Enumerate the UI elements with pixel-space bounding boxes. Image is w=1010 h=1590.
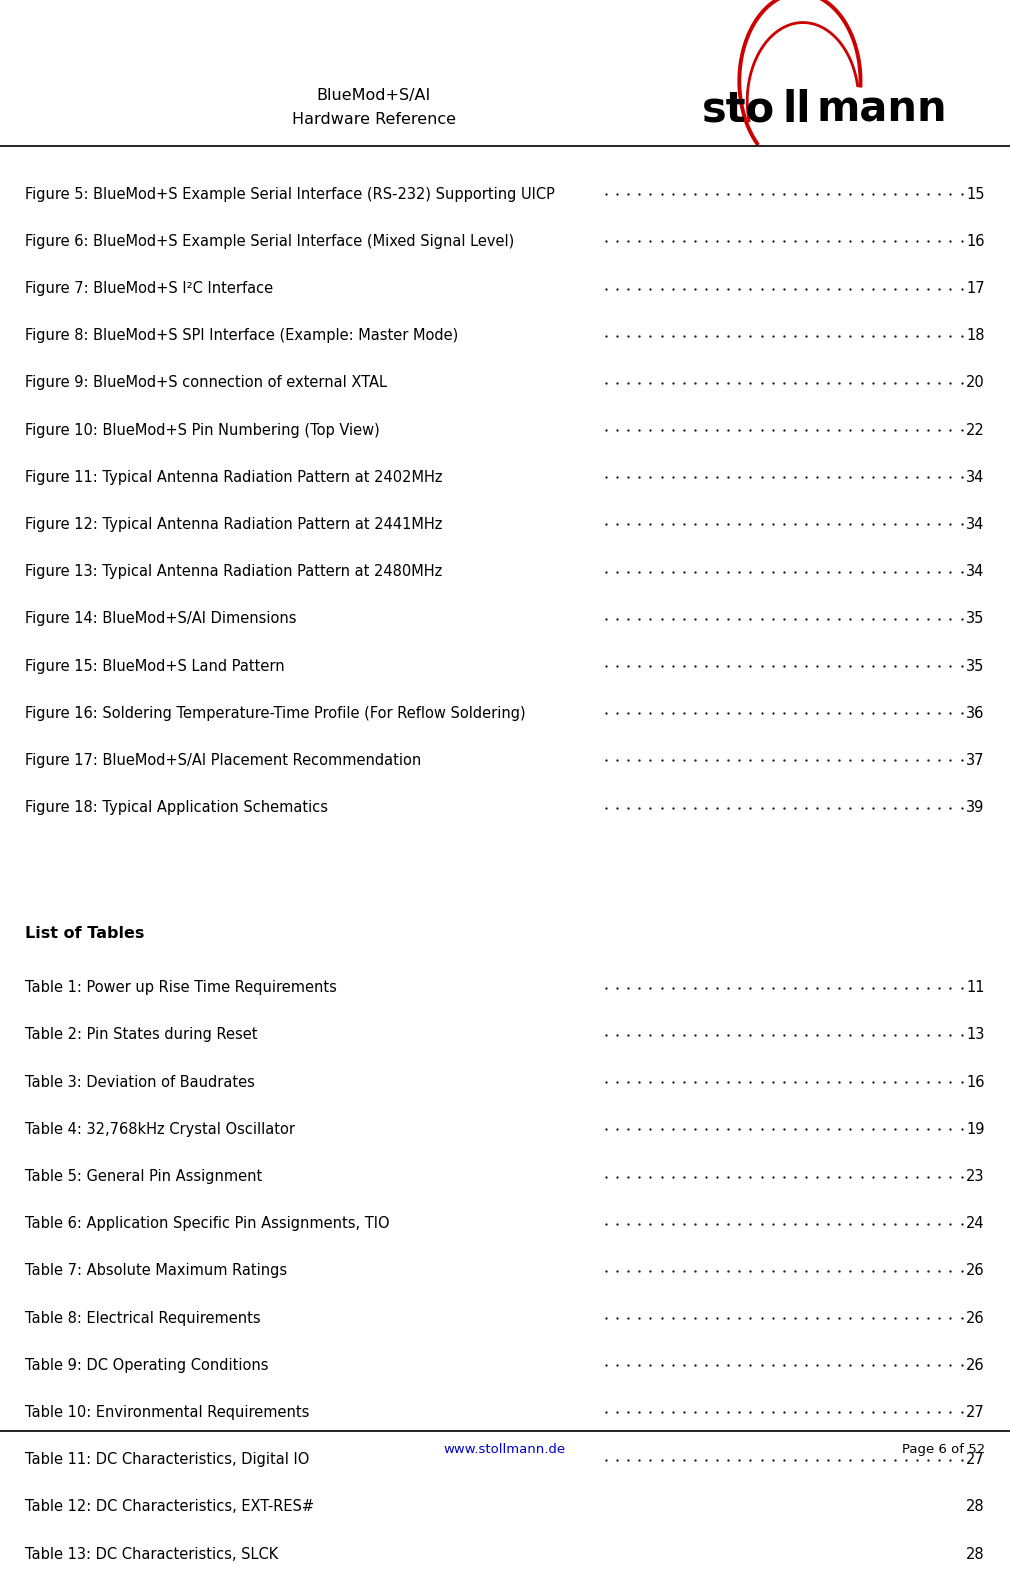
Text: 16: 16 — [967, 1075, 985, 1089]
Text: sto: sto — [702, 89, 775, 130]
Text: 18: 18 — [967, 328, 985, 343]
Text: 34: 34 — [967, 564, 985, 579]
Text: Table 6: Application Specific Pin Assignments, TIO: Table 6: Application Specific Pin Assign… — [25, 1216, 390, 1231]
Text: Table 1: Power up Rise Time Requirements: Table 1: Power up Rise Time Requirements — [25, 981, 337, 995]
Text: 22: 22 — [966, 423, 985, 437]
Text: Table 5: General Pin Assignment: Table 5: General Pin Assignment — [25, 1169, 263, 1185]
Text: Table 3: Deviation of Baudrates: Table 3: Deviation of Baudrates — [25, 1075, 256, 1089]
Text: Table 8: Electrical Requirements: Table 8: Electrical Requirements — [25, 1310, 261, 1326]
Text: Figure 12: Typical Antenna Radiation Pattern at 2441MHz: Figure 12: Typical Antenna Radiation Pat… — [25, 517, 442, 533]
Text: 28: 28 — [967, 1547, 985, 1561]
Text: 28: 28 — [967, 1499, 985, 1514]
Text: 39: 39 — [967, 800, 985, 816]
Text: Figure 17: BlueMod+S/AI Placement Recommendation: Figure 17: BlueMod+S/AI Placement Recomm… — [25, 754, 421, 768]
Text: Figure 16: Soldering Temperature-Time Profile (For Reflow Soldering): Figure 16: Soldering Temperature-Time Pr… — [25, 706, 526, 720]
Text: Table 10: Environmental Requirements: Table 10: Environmental Requirements — [25, 1406, 310, 1420]
Text: Table 11: DC Characteristics, Digital IO: Table 11: DC Characteristics, Digital IO — [25, 1452, 310, 1468]
Text: Table 7: Absolute Maximum Ratings: Table 7: Absolute Maximum Ratings — [25, 1264, 288, 1278]
Text: Table 9: DC Operating Conditions: Table 9: DC Operating Conditions — [25, 1358, 269, 1372]
Text: Figure 18: Typical Application Schematics: Figure 18: Typical Application Schematic… — [25, 800, 328, 816]
Text: Figure 11: Typical Antenna Radiation Pattern at 2402MHz: Figure 11: Typical Antenna Radiation Pat… — [25, 469, 442, 485]
Text: Figure 13: Typical Antenna Radiation Pattern at 2480MHz: Figure 13: Typical Antenna Radiation Pat… — [25, 564, 442, 579]
Text: ll: ll — [783, 89, 811, 130]
Text: www.stollmann.de: www.stollmann.de — [444, 1444, 566, 1456]
Text: Hardware Reference: Hardware Reference — [292, 113, 456, 127]
Text: Table 12: DC Characteristics, EXT-RES#: Table 12: DC Characteristics, EXT-RES# — [25, 1499, 314, 1514]
Text: List of Tables: List of Tables — [25, 925, 144, 941]
Text: 34: 34 — [967, 517, 985, 533]
Text: 26: 26 — [967, 1358, 985, 1372]
Text: Page 6 of 52: Page 6 of 52 — [902, 1444, 985, 1456]
Text: 23: 23 — [967, 1169, 985, 1185]
Text: Figure 6: BlueMod+S Example Serial Interface (Mixed Signal Level): Figure 6: BlueMod+S Example Serial Inter… — [25, 234, 514, 248]
Text: 26: 26 — [967, 1264, 985, 1278]
Text: Figure 7: BlueMod+S I²C Interface: Figure 7: BlueMod+S I²C Interface — [25, 281, 274, 296]
Text: 16: 16 — [967, 234, 985, 248]
Text: 20: 20 — [966, 375, 985, 391]
Text: 11: 11 — [967, 981, 985, 995]
Text: 26: 26 — [967, 1310, 985, 1326]
Text: 35: 35 — [967, 611, 985, 626]
Text: Table 2: Pin States during Reset: Table 2: Pin States during Reset — [25, 1027, 258, 1043]
Text: 27: 27 — [966, 1452, 985, 1468]
Text: 17: 17 — [967, 281, 985, 296]
Text: 15: 15 — [967, 186, 985, 202]
Text: Figure 9: BlueMod+S connection of external XTAL: Figure 9: BlueMod+S connection of extern… — [25, 375, 387, 391]
Text: Figure 5: BlueMod+S Example Serial Interface (RS-232) Supporting UICP: Figure 5: BlueMod+S Example Serial Inter… — [25, 186, 556, 202]
Text: Figure 14: BlueMod+S/AI Dimensions: Figure 14: BlueMod+S/AI Dimensions — [25, 611, 297, 626]
Text: 24: 24 — [967, 1216, 985, 1231]
Text: BlueMod+S/AI: BlueMod+S/AI — [316, 87, 431, 103]
Text: 35: 35 — [967, 658, 985, 674]
Text: 27: 27 — [966, 1406, 985, 1420]
Text: mann: mann — [816, 89, 946, 130]
Text: 34: 34 — [967, 469, 985, 485]
Text: Table 4: 32,768kHz Crystal Oscillator: Table 4: 32,768kHz Crystal Oscillator — [25, 1123, 295, 1137]
Text: Table 13: DC Characteristics, SLCK: Table 13: DC Characteristics, SLCK — [25, 1547, 279, 1561]
Text: 36: 36 — [967, 706, 985, 720]
Text: Figure 15: BlueMod+S Land Pattern: Figure 15: BlueMod+S Land Pattern — [25, 658, 285, 674]
Text: 19: 19 — [967, 1123, 985, 1137]
Text: Figure 10: BlueMod+S Pin Numbering (Top View): Figure 10: BlueMod+S Pin Numbering (Top … — [25, 423, 380, 437]
Text: 37: 37 — [967, 754, 985, 768]
Text: Figure 8: BlueMod+S SPI Interface (Example: Master Mode): Figure 8: BlueMod+S SPI Interface (Examp… — [25, 328, 459, 343]
Text: 13: 13 — [967, 1027, 985, 1043]
